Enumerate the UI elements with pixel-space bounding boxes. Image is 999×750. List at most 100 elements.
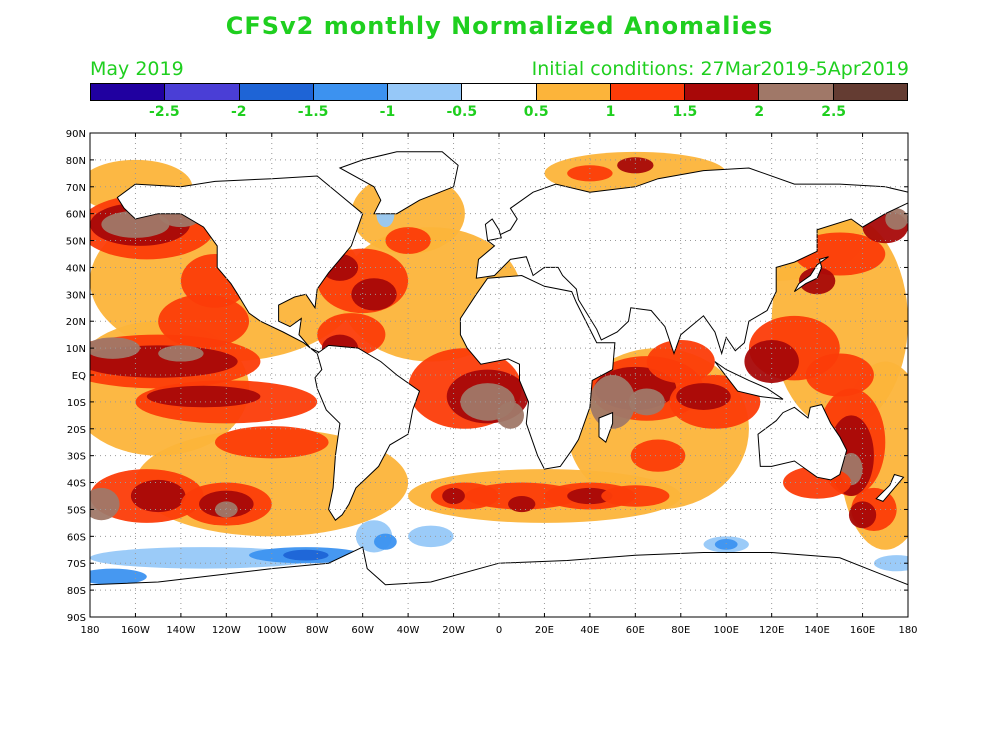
colorbar-labels: -2.5 -2 -1.5 -1 -0.5 0.5 1 1.5 2 2.5 bbox=[90, 104, 908, 122]
lon-label: 60W bbox=[351, 625, 374, 636]
lon-label: 60E bbox=[626, 625, 645, 636]
colorbar-tick-label: -2 bbox=[230, 104, 247, 120]
colorbar-segment bbox=[313, 84, 389, 100]
lon-label: 0 bbox=[496, 625, 502, 636]
anomaly-contour bbox=[589, 375, 636, 429]
anomaly-contour bbox=[385, 227, 431, 254]
colorbar-tick-label: -1 bbox=[379, 104, 396, 120]
lat-label: 10N bbox=[66, 344, 86, 355]
anomaly-contour bbox=[630, 439, 686, 472]
continent-japan bbox=[793, 256, 829, 293]
lat-label: 90S bbox=[67, 613, 86, 624]
lat-label: 10S bbox=[67, 398, 86, 409]
lon-label: 20E bbox=[535, 625, 554, 636]
colorbar-segment bbox=[536, 84, 611, 100]
anomaly-contour bbox=[508, 496, 536, 513]
anomaly-contour bbox=[744, 340, 799, 384]
lon-label: 40W bbox=[397, 625, 420, 636]
anomaly-contour bbox=[848, 501, 877, 529]
colorbar-segment bbox=[685, 84, 760, 100]
anomaly-contour bbox=[214, 426, 329, 459]
colorbar-segment bbox=[759, 84, 834, 100]
lon-label: 140E bbox=[804, 625, 829, 636]
colorbar-tick-label: -1.5 bbox=[297, 104, 329, 120]
lat-label: 80S bbox=[67, 586, 86, 597]
lon-label: 180 bbox=[80, 625, 99, 636]
continent-greenland bbox=[338, 151, 459, 215]
lon-label: 80E bbox=[671, 625, 690, 636]
colorbar-segment bbox=[91, 84, 166, 100]
continent-new-zealand bbox=[875, 473, 905, 502]
anomaly-contour bbox=[805, 353, 874, 397]
continent-eurasia bbox=[475, 167, 908, 356]
gridlines bbox=[90, 133, 908, 617]
anomaly-contour bbox=[146, 385, 261, 408]
lat-label: 70N bbox=[66, 183, 86, 194]
anomaly-contour bbox=[714, 539, 738, 550]
lon-label: 20W bbox=[442, 625, 465, 636]
lat-label: 40N bbox=[66, 263, 86, 274]
anomaly-contour bbox=[214, 501, 238, 518]
initial-conditions-label: Initial conditions: 27Mar2019-5Apr2019 bbox=[531, 58, 909, 80]
anomaly-contour bbox=[496, 401, 524, 429]
anomaly-contour bbox=[442, 487, 465, 505]
lat-label: EQ bbox=[72, 371, 86, 382]
lat-label: 50N bbox=[66, 237, 86, 248]
lat-label: 20S bbox=[67, 425, 86, 436]
lat-label: 70S bbox=[67, 559, 86, 570]
lon-label: 40E bbox=[580, 625, 599, 636]
lon-label: 120W bbox=[212, 625, 241, 636]
lat-label: 50S bbox=[67, 505, 86, 516]
anomaly-contour bbox=[617, 157, 654, 174]
colorbar-tick-label: 2 bbox=[754, 104, 765, 120]
colorbar-tick-label: 0.5 bbox=[523, 104, 549, 120]
anomaly-contour bbox=[130, 479, 186, 513]
anomaly-contour bbox=[90, 487, 120, 521]
lat-label: 60S bbox=[67, 532, 86, 543]
anomaly-contour bbox=[158, 294, 250, 349]
continent-australia bbox=[757, 404, 848, 481]
continent-north-america bbox=[116, 175, 364, 354]
colorbar-tick-label: -0.5 bbox=[446, 104, 478, 120]
lat-label: 90N bbox=[66, 129, 86, 140]
anomaly-contour bbox=[464, 482, 579, 510]
lon-label: 100E bbox=[714, 625, 739, 636]
map-title: CFSv2 monthly Normalized Anomalies bbox=[225, 12, 774, 40]
lat-label: 20N bbox=[66, 317, 86, 328]
valid-month-label: May 2019 bbox=[90, 58, 184, 80]
anomaly-contour bbox=[374, 533, 397, 550]
lon-label: 120E bbox=[759, 625, 784, 636]
anomaly-contour bbox=[283, 549, 329, 561]
colorbar-tick-label: -2.5 bbox=[149, 104, 180, 120]
colorbar-segment bbox=[833, 84, 907, 100]
anomaly-contour bbox=[351, 278, 397, 311]
colorbar-tick-label: 2.5 bbox=[821, 104, 847, 120]
anomaly-contour bbox=[601, 485, 670, 507]
lon-label: 80W bbox=[306, 625, 329, 636]
colorbar-segment bbox=[462, 84, 537, 100]
lat-label: 30N bbox=[66, 290, 86, 301]
lon-label: 160W bbox=[121, 625, 150, 636]
lon-label: 100W bbox=[257, 625, 286, 636]
lat-label: 80N bbox=[66, 156, 86, 167]
lon-label: 140W bbox=[166, 625, 195, 636]
colorbar bbox=[90, 83, 908, 101]
anomaly-contour bbox=[567, 487, 613, 505]
axis-ticks: 90N 80N 70N 60N 50N 40N 30N 20N 10N EQ 10S 20S 30S 40… bbox=[66, 129, 918, 636]
coastlines bbox=[90, 151, 908, 617]
anomaly-contour bbox=[90, 337, 140, 359]
lat-label: 60N bbox=[66, 210, 86, 221]
lon-label: 160E bbox=[850, 625, 875, 636]
continent-madagascar bbox=[598, 411, 614, 444]
colorbar-tick-label: 1.5 bbox=[672, 104, 698, 120]
anomaly-contour bbox=[628, 388, 665, 416]
colorbar-tick-label: 1 bbox=[605, 104, 616, 120]
colorbar-segment bbox=[165, 84, 240, 100]
anomaly-contour bbox=[90, 568, 147, 585]
anomaly-contour bbox=[676, 383, 731, 410]
colorbar-segment bbox=[388, 84, 463, 100]
colorbar-segment bbox=[610, 84, 686, 100]
lat-label: 40S bbox=[67, 479, 86, 490]
anomaly-contour bbox=[101, 210, 170, 238]
